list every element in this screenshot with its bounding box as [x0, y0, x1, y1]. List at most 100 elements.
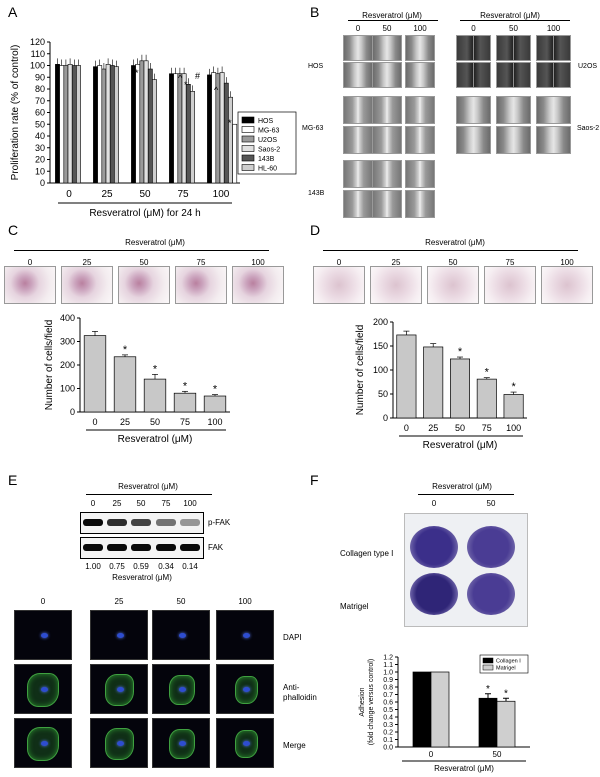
wound-image	[405, 62, 435, 88]
significance-mark: *	[458, 346, 463, 358]
invasion-image	[61, 266, 113, 304]
legend-label: Matrigel	[496, 666, 516, 672]
nucleus	[41, 633, 48, 638]
fluorescence-image	[90, 664, 148, 714]
wound-image	[343, 126, 373, 154]
cell-line-label: HOS	[308, 63, 324, 70]
x-tick-label: 0	[66, 189, 72, 200]
significance-mark: *	[511, 381, 516, 393]
wound-image	[456, 35, 491, 61]
image-col-label: 100	[560, 258, 574, 267]
blot-band	[156, 519, 176, 526]
wound-image	[372, 126, 402, 154]
panel-letter-f: F	[310, 472, 319, 488]
panel-b-header-rule-right	[460, 20, 570, 21]
image-col-label: 25	[114, 597, 124, 606]
invasion-image	[232, 266, 284, 304]
blot-label: FAK	[208, 543, 224, 552]
wound-image	[496, 62, 531, 88]
significance-mark: *	[485, 367, 490, 379]
panel-b-col-label: 0	[355, 24, 361, 33]
nucleus	[179, 741, 186, 746]
blot-col-label: 50	[136, 499, 146, 508]
x-tick-label: 50	[150, 417, 160, 427]
y-tick-label: 50	[35, 119, 45, 129]
blot-col-label: 75	[161, 499, 171, 508]
nucleus	[179, 687, 186, 692]
y-tick-label: 400	[60, 313, 75, 323]
bar	[109, 65, 115, 184]
bar	[71, 65, 77, 184]
x-tick-label: 50	[139, 189, 151, 200]
blot-band	[131, 519, 151, 526]
wound-image	[536, 62, 571, 88]
panel-b-header-right: Resveratrol (μM)	[480, 11, 540, 20]
x-axis-label: Resveratrol (μM) for 24 h	[89, 208, 200, 219]
bar	[219, 72, 225, 184]
panel-b-col-label: 100	[546, 24, 561, 33]
well	[410, 526, 458, 568]
y-tick-label: 70	[35, 96, 45, 106]
blot-label: p-FAK	[208, 518, 231, 527]
y-tick-label: 1.1	[383, 662, 393, 669]
y-tick-label: 1.2	[383, 655, 393, 662]
wound-image	[372, 160, 402, 188]
y-tick-label: 60	[35, 108, 45, 118]
y-tick-label: 0.3	[383, 722, 393, 729]
invasion-image	[4, 266, 56, 304]
fluorescence-image	[152, 664, 210, 714]
legend-swatch	[482, 657, 494, 664]
fluorescence-image	[14, 664, 72, 714]
wound-image	[343, 96, 373, 124]
invasion-image	[313, 266, 365, 304]
panel-e-header-rule	[86, 494, 212, 495]
wound-image	[405, 190, 435, 218]
legend-swatch	[241, 126, 255, 133]
header-rule	[14, 250, 269, 251]
significance-mark: *	[184, 80, 188, 90]
x-tick-label: 100	[506, 423, 521, 433]
bar	[131, 65, 136, 184]
x-axis-label: Resveratrol (μM)	[423, 440, 498, 451]
legend-swatch	[482, 664, 494, 671]
bar	[228, 96, 233, 184]
x-axis-label: Resveratrol (μM)	[434, 764, 494, 773]
band-ratio: 0.14	[182, 562, 198, 571]
x-tick-label: 25	[120, 417, 130, 427]
legend-label: Collagen I	[496, 659, 521, 665]
wound-image	[405, 35, 435, 61]
cell-line-label: Saos-2	[577, 125, 600, 132]
legend-swatch	[241, 154, 255, 162]
header-rule	[323, 250, 578, 251]
bar	[135, 64, 141, 184]
band-ratio: 0.75	[109, 562, 125, 571]
legend-swatch	[241, 164, 255, 171]
image-col-label: 25	[82, 258, 92, 267]
significance-mark: *	[228, 118, 232, 128]
fluorescence-image	[216, 718, 274, 768]
significance-mark: ^	[178, 73, 183, 83]
blot-band	[180, 519, 200, 526]
blot-band	[180, 544, 200, 551]
panel-b-col-label: 0	[471, 24, 476, 33]
wound-image	[496, 35, 531, 61]
y-tick-label: 1.0	[383, 670, 393, 677]
image-col-label: 75	[505, 258, 515, 267]
bar	[396, 334, 417, 419]
bar	[181, 73, 187, 184]
wound-image	[372, 35, 402, 61]
col-label: 0	[431, 499, 437, 508]
image-col-label: 50	[448, 258, 458, 267]
wound-image	[372, 96, 402, 124]
y-tick-label: 100	[60, 384, 75, 394]
legend-label: 143B	[258, 156, 275, 163]
blot-col-label: 0	[90, 499, 96, 508]
y-tick-label: 40	[35, 131, 45, 141]
bar	[177, 73, 183, 184]
y-tick-label: 0.2	[383, 730, 393, 737]
x-tick-label: 0	[404, 423, 409, 433]
y-tick-label: 200	[373, 317, 388, 327]
wound-image	[343, 160, 373, 188]
wound-image	[456, 62, 491, 88]
bar	[412, 671, 432, 748]
